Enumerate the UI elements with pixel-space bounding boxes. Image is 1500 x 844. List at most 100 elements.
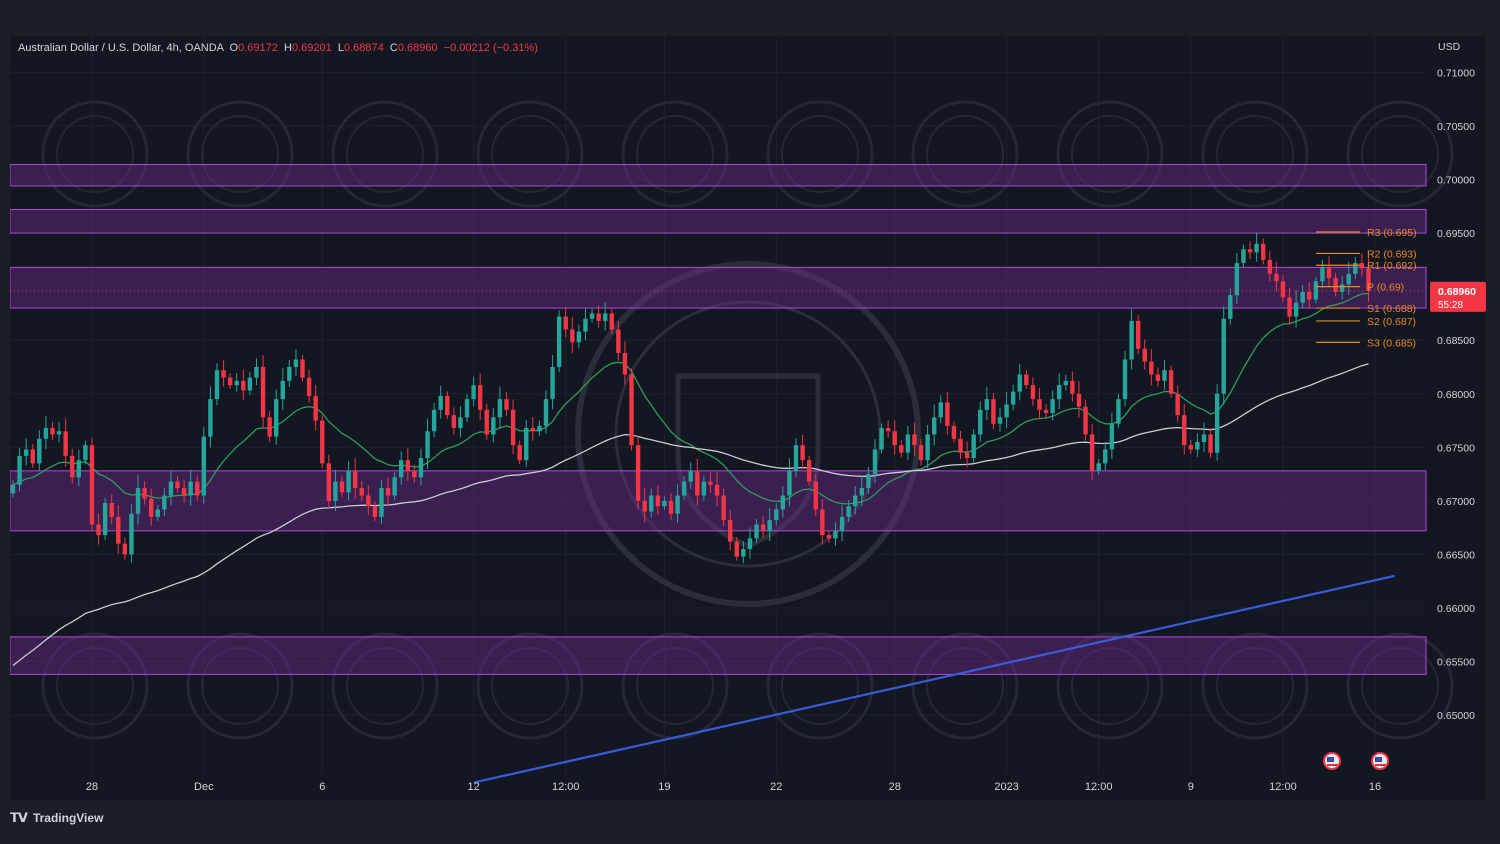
candle-body (701, 481, 707, 496)
price-tick-label: 0.67500 (1437, 442, 1475, 454)
candle-body (859, 488, 865, 496)
candle-body (1307, 291, 1312, 300)
candle-body (484, 409, 489, 435)
ascending-trendline (473, 574, 1396, 784)
watermark-badge (331, 100, 439, 208)
candle-body (451, 415, 457, 429)
current-price-label: 0.68960 (1438, 286, 1476, 298)
us-flag-event-icon[interactable] (1323, 752, 1341, 770)
candlesticks (10, 232, 1371, 564)
watermark-badge (781, 647, 859, 725)
candle-body (43, 428, 49, 439)
candle-body (629, 374, 634, 446)
candle-body (17, 455, 22, 485)
candle-body (491, 417, 496, 435)
candle-body (1076, 393, 1082, 407)
candle-body (1122, 359, 1128, 400)
candle-body (1109, 423, 1115, 450)
pivot-label: P (0.69) (1367, 282, 1404, 294)
candle-body (806, 460, 812, 482)
candle-body (293, 359, 299, 367)
price-tick-label: 0.66000 (1437, 603, 1475, 615)
candle-body (793, 445, 799, 471)
candle-body (195, 481, 200, 496)
candle-body (241, 380, 246, 391)
candle-body (734, 541, 739, 557)
candle-body (366, 495, 371, 507)
watermark-badge (1216, 115, 1294, 193)
symbol-title[interactable]: Australian Dollar / U.S. Dollar, 4h, OAN… (18, 42, 224, 54)
candle-body (1261, 243, 1266, 260)
candle-body (188, 481, 193, 496)
candle-body (688, 470, 693, 482)
watermark-badge (491, 647, 569, 725)
watermark-badge (1071, 647, 1149, 725)
candle-body (63, 431, 68, 456)
trendline[interactable] (473, 574, 1396, 784)
fast-moving-average (12, 292, 1369, 505)
symbol-legend: Australian Dollar / U.S. Dollar, 4h, OAN… (18, 42, 538, 54)
candle-body (89, 445, 95, 525)
candle-body (971, 434, 976, 459)
time-tick-label: 22 (770, 781, 782, 793)
candle-body (372, 506, 378, 517)
candle-body (649, 495, 654, 512)
us-flag-event-icon[interactable] (1371, 752, 1389, 770)
candle-body (431, 409, 437, 432)
open-value: 0.69172 (238, 42, 278, 54)
candle-body (846, 506, 851, 517)
tradingview-brand[interactable]: 𝗧𝗩 TradingView (10, 810, 103, 826)
chart-area[interactable]: R3 (0.695) R2 (0.693) R1 (0.692) P (0.69) S1… (10, 36, 1486, 800)
watermark-badge (1346, 100, 1454, 208)
candle-body (872, 449, 878, 475)
candle-body (826, 535, 832, 539)
candle-body (1280, 281, 1286, 298)
watermark-badge (346, 647, 424, 725)
candle-body (1326, 267, 1332, 279)
candle-body (1287, 297, 1292, 317)
pivot-label: R1 (0.692) (1367, 260, 1417, 272)
candle-body (964, 452, 970, 459)
pivot-label: R3 (0.695) (1367, 227, 1417, 239)
pivot-levels: R3 (0.695) R2 (0.693)R1 (0.692) P (0.69) S1… (10, 227, 1426, 349)
price-tick-label: 0.68000 (1437, 389, 1475, 401)
candle-body (1366, 268, 1371, 291)
candle-body (1129, 320, 1134, 360)
candle-body (1057, 385, 1062, 400)
candle-body (609, 313, 614, 330)
candle-body (662, 500, 667, 507)
watermark-badge (911, 100, 1019, 208)
price-axis[interactable]: USD0.710000.705000.700000.695000.690000.… (1430, 41, 1486, 722)
time-tick-label: 16 (1369, 781, 1381, 793)
candle-body (418, 458, 424, 478)
watermark-badge (186, 100, 294, 208)
price-tick-label: 0.69500 (1437, 228, 1475, 240)
watermark-badge (186, 632, 294, 740)
candle-body (83, 445, 88, 461)
candle-body (287, 366, 292, 381)
time-axis[interactable]: 28 Dec 6 12 12:00 19 22 28 2023 12:00 9 12:00 16 (86, 781, 1381, 793)
candle-body (1274, 273, 1279, 282)
candle-body (728, 520, 733, 542)
candle-body (280, 380, 285, 400)
price-tick-label: 0.70500 (1437, 121, 1475, 133)
watermark-badge (766, 632, 874, 740)
candle-body (616, 329, 621, 354)
pivot-label: S2 (0.687) (1367, 316, 1416, 328)
candle-body (1267, 259, 1272, 274)
candle-body (510, 409, 516, 446)
candle-body (306, 377, 312, 396)
price-tick-label: 0.67000 (1437, 496, 1475, 508)
watermark-badge (1056, 100, 1164, 208)
candle-body (346, 470, 351, 493)
candle-body (23, 449, 29, 456)
candle-body (589, 313, 595, 319)
candle-body (1339, 284, 1345, 292)
candle-body (655, 495, 661, 507)
candle-body (326, 463, 332, 501)
candle-body (339, 481, 345, 493)
candle-body (570, 329, 575, 343)
candle-body (497, 399, 503, 418)
candle-body (537, 425, 542, 432)
price-chart[interactable]: R3 (0.695) R2 (0.693)R1 (0.692) P (0.69) S1… (10, 36, 1486, 800)
